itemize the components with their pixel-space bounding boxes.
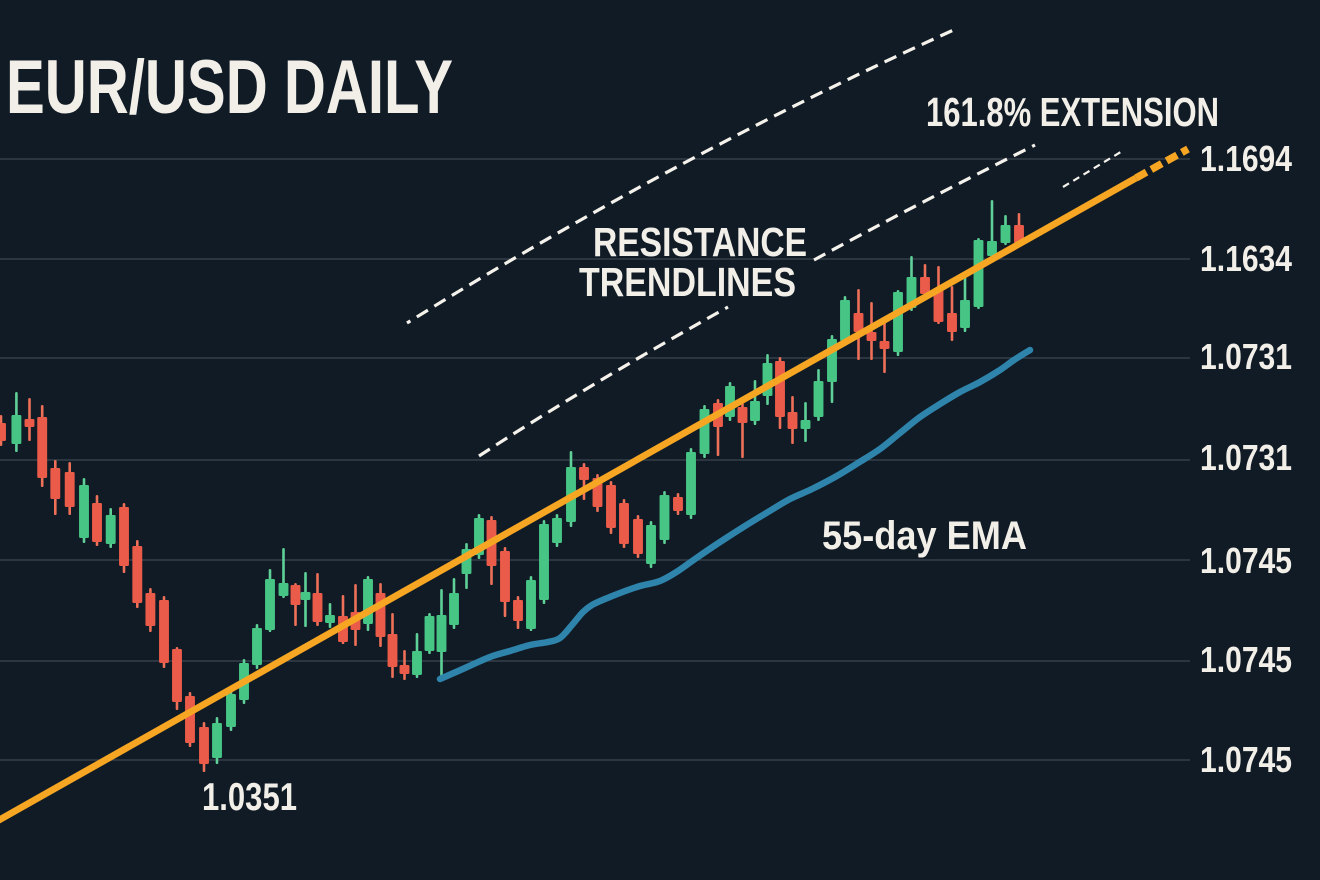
svg-text:1.0745: 1.0745 (1200, 739, 1292, 780)
svg-text:1.0745: 1.0745 (1200, 639, 1292, 680)
svg-text:55-day EMA: 55-day EMA (822, 514, 1027, 558)
svg-text:161.8% EXTENSION: 161.8% EXTENSION (926, 89, 1219, 135)
svg-text:1.0351: 1.0351 (202, 776, 297, 819)
svg-text:RESISTANCE: RESISTANCE (593, 219, 807, 265)
svg-text:1.1694: 1.1694 (1200, 138, 1292, 179)
svg-text:TRENDLINES: TRENDLINES (579, 259, 796, 305)
svg-text:1.0731: 1.0731 (1200, 336, 1292, 377)
svg-text:1.0745: 1.0745 (1200, 540, 1292, 581)
svg-text:EUR/USD DAILY: EUR/USD DAILY (6, 45, 453, 130)
svg-text:1.1634: 1.1634 (1200, 238, 1292, 279)
svg-text:1.0731: 1.0731 (1200, 437, 1292, 478)
